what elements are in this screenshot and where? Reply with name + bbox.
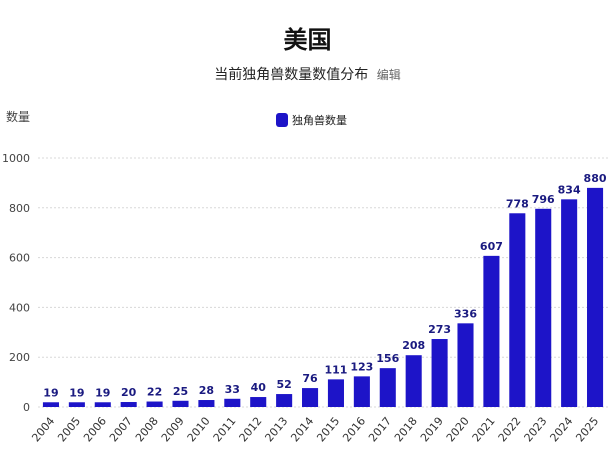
data-label: 28 — [199, 384, 214, 397]
x-tick-label: 2024 — [547, 415, 575, 445]
x-tick-label: 2008 — [133, 415, 161, 445]
data-label: 19 — [95, 386, 110, 399]
bar[interactable] — [457, 323, 474, 407]
data-label: 778 — [506, 197, 529, 210]
data-label: 20 — [121, 386, 137, 399]
legend[interactable]: 独角兽数量 — [276, 112, 347, 128]
y-tick-label: 800 — [9, 202, 30, 215]
bar[interactable] — [302, 388, 319, 407]
bar[interactable] — [535, 208, 552, 407]
x-tick-label: 2021 — [470, 415, 498, 445]
bar[interactable] — [146, 401, 163, 407]
x-tick-label: 2019 — [418, 415, 446, 445]
y-axis-label: 数量 — [6, 110, 31, 124]
x-tick-label: 2015 — [314, 415, 342, 445]
data-label: 25 — [173, 385, 188, 398]
bar[interactable] — [561, 199, 578, 407]
data-label: 19 — [69, 386, 84, 399]
x-tick-label: 2020 — [444, 415, 472, 445]
y-tick-label: 600 — [9, 252, 30, 265]
bar[interactable] — [483, 255, 500, 407]
bar[interactable] — [172, 400, 189, 407]
bar[interactable] — [379, 368, 396, 407]
legend-swatch — [276, 113, 288, 127]
data-label: 336 — [454, 307, 477, 320]
x-tick-label: 2013 — [262, 415, 290, 445]
data-label: 796 — [532, 193, 555, 206]
data-label: 33 — [225, 383, 240, 396]
data-label: 52 — [276, 378, 291, 391]
bar[interactable] — [68, 402, 85, 407]
data-label: 273 — [428, 323, 451, 336]
x-tick-label: 2025 — [573, 415, 601, 445]
bar[interactable] — [353, 376, 370, 407]
chart-subtitle: 当前独角兽数量数值分布 — [214, 67, 369, 83]
data-label: 22 — [147, 386, 162, 399]
data-label: 607 — [480, 240, 503, 253]
x-tick-label: 2012 — [237, 415, 265, 445]
bar[interactable] — [587, 187, 604, 407]
data-label: 19 — [43, 386, 58, 399]
x-tick-label: 2014 — [288, 415, 316, 445]
x-tick-label: 2006 — [81, 415, 109, 445]
bar[interactable] — [250, 397, 267, 407]
x-tick-label: 2016 — [340, 415, 368, 445]
x-tick-label: 2011 — [211, 415, 239, 445]
bar[interactable] — [198, 400, 215, 407]
chart-title: 美国 — [283, 26, 332, 54]
bar[interactable] — [509, 213, 526, 407]
bar[interactable] — [224, 398, 241, 407]
data-label: 880 — [584, 172, 607, 185]
x-tick-label: 2010 — [185, 415, 213, 445]
bar[interactable] — [405, 355, 422, 407]
legend-label: 独角兽数量 — [292, 114, 347, 127]
data-label: 834 — [558, 183, 581, 196]
x-tick-label: 2017 — [366, 415, 394, 445]
bar[interactable] — [42, 402, 59, 407]
bar[interactable] — [327, 379, 344, 407]
bar[interactable] — [120, 402, 137, 407]
data-label: 156 — [376, 352, 399, 365]
bar[interactable] — [94, 402, 111, 407]
x-tick-label: 2005 — [55, 415, 83, 445]
x-tick-label: 2007 — [107, 415, 135, 445]
x-tick-label: 2023 — [522, 415, 550, 445]
data-label: 40 — [251, 381, 267, 394]
subtitle-row: 当前独角兽数量数值分布 编辑 — [0, 64, 615, 84]
x-tick-label: 2022 — [496, 415, 524, 445]
x-tick-label: 2018 — [392, 415, 420, 445]
edit-link[interactable]: 编辑 — [376, 68, 401, 82]
x-tick-label: 2004 — [29, 415, 57, 445]
y-tick-label: 1000 — [2, 152, 30, 165]
data-label: 111 — [324, 363, 347, 376]
data-label: 123 — [350, 360, 373, 373]
data-label: 208 — [402, 339, 425, 352]
y-tick-label: 0 — [23, 401, 30, 414]
y-tick-label: 400 — [9, 301, 30, 314]
bar[interactable] — [431, 339, 448, 407]
data-label: 76 — [302, 372, 318, 385]
y-tick-label: 200 — [9, 351, 30, 364]
bar[interactable] — [276, 394, 293, 407]
x-tick-label: 2009 — [159, 415, 187, 445]
